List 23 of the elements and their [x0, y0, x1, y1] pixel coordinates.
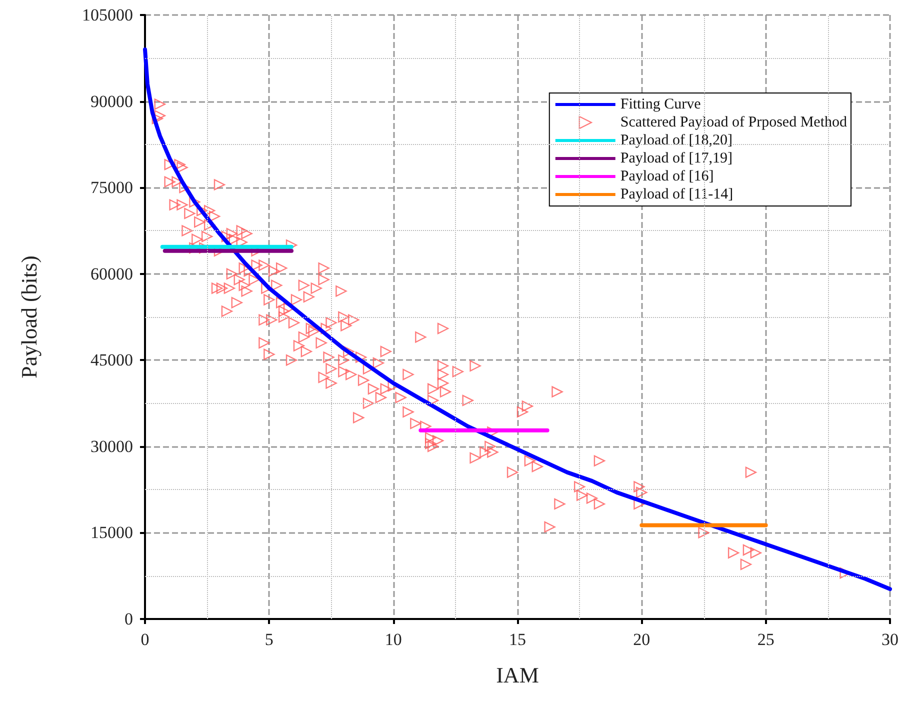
x-tick-label: 10	[384, 630, 402, 649]
y-tick-label: 105000	[82, 6, 133, 24]
x-tick-label: 30	[882, 630, 898, 649]
legend-label: Payload of [17,19]	[620, 150, 732, 166]
legend-label: Scattered Payload of Prposed Method	[620, 114, 848, 130]
y-tick-label: 60000	[90, 264, 133, 284]
y-tick-label: 45000	[90, 350, 133, 370]
y-axis-title: Payload (bits)	[16, 256, 42, 378]
y-tick-label: 30000	[90, 436, 133, 456]
x-tick-label: 20	[633, 630, 650, 649]
x-tick-label: 25	[757, 630, 774, 649]
legend-label: Payload of [11-14]	[620, 186, 734, 202]
x-tick-label: 15	[509, 630, 526, 649]
y-tick-label: 15000	[90, 523, 133, 542]
y-tick-label: 75000	[90, 178, 133, 198]
x-axis-title: IAM	[496, 662, 539, 688]
legend-label: Payload of [16]	[620, 168, 714, 184]
legend-label: Fitting Curve	[620, 96, 702, 112]
y-tick-label: 90000	[90, 92, 133, 111]
line-series	[143, 48, 892, 592]
x-tick-label: 5	[264, 630, 274, 649]
x-tick-label: 0	[140, 630, 150, 649]
y-tick-label: 0	[124, 610, 133, 628]
